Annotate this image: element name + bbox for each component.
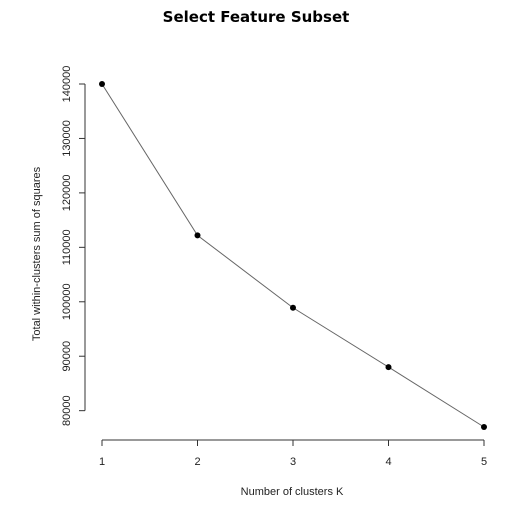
x-tick-label: 5 [481, 456, 487, 468]
y-axis-label: Total within-clusters sum of squares [31, 166, 43, 341]
chart-title: Select Feature Subset [163, 8, 350, 26]
x-tick-label: 3 [290, 456, 296, 468]
y-tick-label: 110000 [61, 229, 73, 265]
data-points [99, 81, 487, 430]
y-tick-label: 130000 [61, 120, 73, 157]
data-point [290, 304, 296, 311]
data-point [99, 81, 105, 87]
x-tick-label: 4 [385, 456, 391, 468]
x-axis-label: Number of clusters K [241, 486, 344, 498]
x-axis: 1 2 3 4 5 [99, 439, 487, 468]
y-tick-label: 140000 [61, 66, 73, 103]
y-tick-label: 80000 [61, 395, 73, 426]
x-tick-label: 2 [194, 456, 200, 468]
data-point [481, 424, 487, 430]
y-tick-label: 90000 [61, 341, 73, 372]
y-tick-label: 100000 [61, 283, 73, 320]
series-line [101, 83, 485, 428]
data-point [385, 364, 392, 371]
x-tick-label: 1 [99, 456, 105, 468]
data-point [194, 232, 201, 239]
y-axis: 80000 90000 100000 110000 120000 130000 140000 [61, 66, 86, 426]
y-tick-label: 120000 [61, 175, 73, 212]
